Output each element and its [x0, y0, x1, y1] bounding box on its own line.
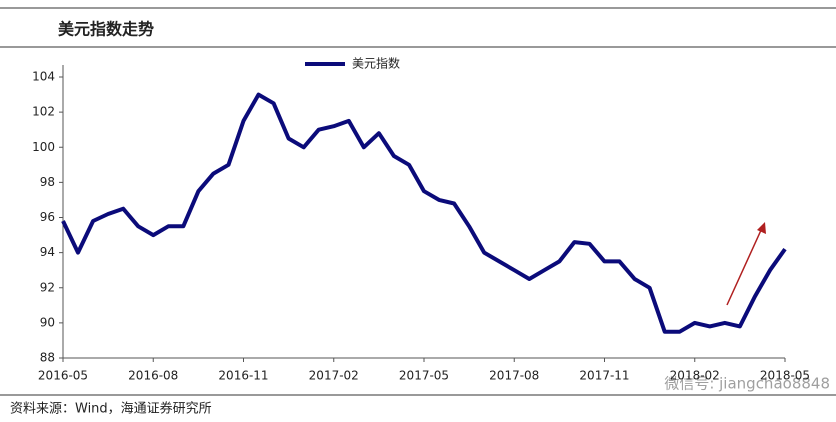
x-tick-label: 2016-08 [128, 369, 178, 383]
y-tick-label: 94 [40, 245, 55, 259]
source-note: 资料来源：Wind，海通证券研究所 [10, 401, 212, 417]
x-tick-label: 2017-05 [399, 369, 449, 383]
x-tick-label: 2017-11 [579, 369, 629, 383]
x-tick-label: 2016-11 [218, 369, 268, 383]
x-tick-label: 2017-08 [489, 369, 539, 383]
x-tick-label: 2018-05 [760, 369, 810, 383]
trend-arrow [726, 227, 763, 306]
y-tick-label: 102 [32, 105, 55, 119]
y-tick-label: 98 [40, 175, 55, 189]
arrow-head [757, 222, 766, 234]
watermark: 微信号: jiangchao8848 [664, 375, 830, 393]
x-tick-label: 2018-02 [670, 369, 720, 383]
x-tick-label: 2016-05 [38, 369, 88, 383]
legend-label: 美元指数 [352, 56, 400, 71]
y-tick-label: 92 [40, 280, 55, 294]
y-tick-label: 88 [40, 351, 55, 365]
y-tick-label: 90 [40, 315, 55, 329]
y-tick-label: 96 [40, 210, 55, 224]
chart-title: 美元指数走势 [58, 20, 154, 39]
y-tick-label: 100 [32, 140, 55, 154]
y-tick-label: 104 [32, 70, 55, 84]
x-tick-label: 2017-02 [309, 369, 359, 383]
line-series [61, 92, 787, 334]
